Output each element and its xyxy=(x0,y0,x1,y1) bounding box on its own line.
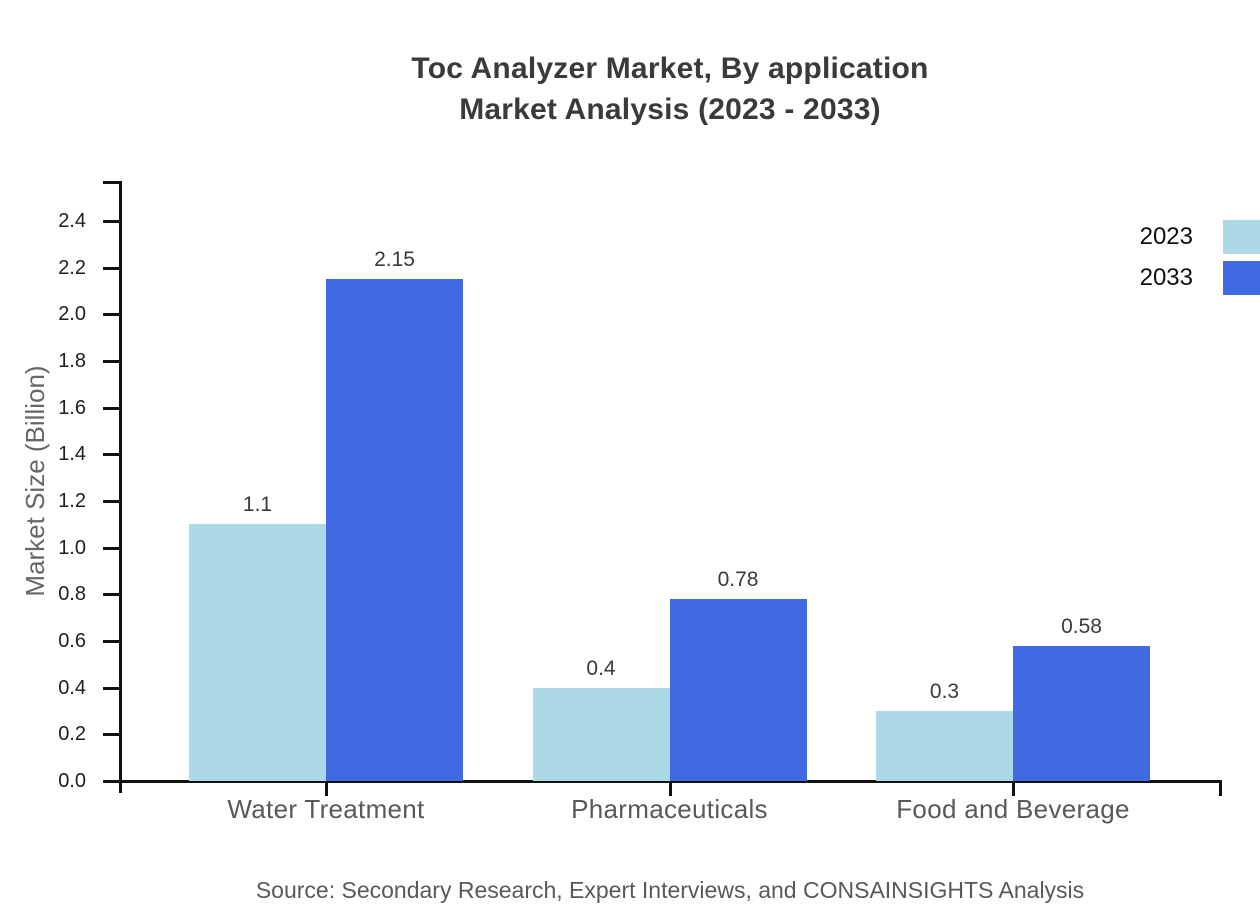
x-tick-mark xyxy=(325,780,328,796)
y-tick-mark xyxy=(103,686,119,690)
y-tick-mark xyxy=(103,266,119,270)
category-label: Pharmaceuticals xyxy=(571,794,768,824)
y-tick-mark xyxy=(103,220,119,223)
y-tick-mark xyxy=(103,500,119,503)
bar-value-label: 2.15 xyxy=(374,248,415,272)
bar-value-label: 0.58 xyxy=(1061,614,1102,638)
legend-swatch-2033 xyxy=(1223,261,1260,295)
y-tick-mark xyxy=(103,406,119,410)
chart-title: Toc Analyzer Market, By application Mark… xyxy=(120,48,1220,130)
bar-2023-2 xyxy=(876,711,1013,781)
bar-2033-1 xyxy=(669,599,807,781)
x-tick-mark xyxy=(1012,780,1015,796)
legend: 2023 2033 xyxy=(1140,220,1260,295)
y-axis-line xyxy=(119,181,122,793)
y-tick-label: 0.8 xyxy=(58,583,86,606)
source-note: Source: Secondary Research, Expert Inter… xyxy=(255,877,1085,903)
y-tick-mark xyxy=(103,546,119,550)
y-axis-top-cap xyxy=(103,181,119,184)
bar-value-label: 0.4 xyxy=(586,656,616,680)
x-axis-end-cap xyxy=(1219,780,1222,796)
legend-swatch-2023 xyxy=(1223,220,1260,254)
y-tick-label: 0.0 xyxy=(58,770,86,792)
y-tick-mark xyxy=(103,640,119,643)
y-tick-mark xyxy=(103,593,119,597)
y-tick-label: 1.6 xyxy=(58,396,86,419)
y-tick-label: 2.0 xyxy=(58,303,86,326)
y-tick-mark xyxy=(103,780,119,783)
legend-label-2023: 2023 xyxy=(1139,223,1193,250)
y-tick-label: 2.2 xyxy=(58,256,86,279)
bar-2023-0 xyxy=(189,524,326,781)
y-tick-label: 1.4 xyxy=(58,443,86,466)
legend-item-2033: 2033 xyxy=(1140,261,1260,295)
chart-title-line1: Toc Analyzer Market, By application xyxy=(411,52,929,85)
legend-label-2033: 2033 xyxy=(1139,264,1193,291)
y-tick-mark xyxy=(103,313,119,317)
bar-value-label: 0.3 xyxy=(929,680,960,703)
y-tick-label: 1.0 xyxy=(58,536,86,559)
y-tick-label: 0.2 xyxy=(58,723,86,746)
bar-2023-1 xyxy=(532,687,670,781)
y-tick-mark xyxy=(103,453,119,457)
legend-item-2023: 2023 xyxy=(1140,220,1260,254)
chart-title-line2: Market Analysis (2023 - 2033) xyxy=(459,93,881,126)
y-tick-mark xyxy=(103,360,119,363)
category-label: Water Treatment xyxy=(227,794,425,824)
category-label: Food and Beverage xyxy=(896,794,1130,824)
bar-2033-0 xyxy=(326,279,463,781)
bar-value-label: 0.78 xyxy=(717,568,759,591)
y-tick-label: 0.4 xyxy=(58,676,86,699)
y-tick-label: 0.6 xyxy=(58,630,86,652)
y-tick-label: 1.2 xyxy=(58,490,86,512)
x-tick-mark xyxy=(668,780,672,796)
y-tick-label: 2.4 xyxy=(58,210,86,232)
bar-value-label: 1.1 xyxy=(242,493,273,517)
bar-2033-2 xyxy=(1013,645,1150,781)
y-tick-mark xyxy=(103,733,119,737)
y-tick-label: 1.8 xyxy=(58,350,86,372)
